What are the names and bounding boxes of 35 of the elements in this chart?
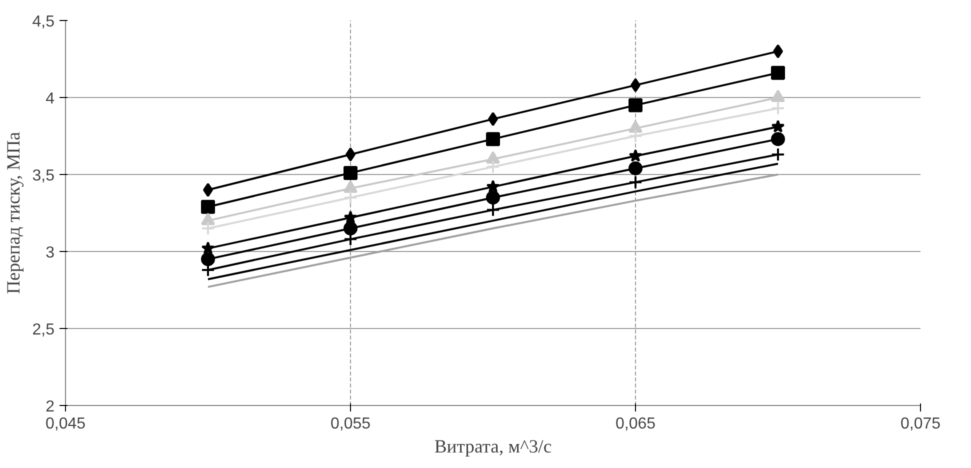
point (344, 221, 358, 236)
point (486, 180, 500, 193)
point (628, 161, 642, 176)
point (201, 200, 215, 214)
point (486, 202, 500, 217)
y-tick-label: 4 (46, 90, 55, 108)
point (771, 101, 785, 116)
point (486, 132, 500, 146)
point (628, 149, 642, 162)
y-tick-label: 3,5 (32, 168, 55, 184)
point (344, 166, 358, 180)
y-tick-label: 2 (46, 398, 55, 416)
point (201, 221, 215, 236)
y-tick-label: 2,5 (32, 322, 55, 338)
point (201, 212, 215, 226)
point (344, 190, 358, 205)
x-tick-label: 0,045 (45, 416, 86, 432)
x-tick-label: 0,065 (615, 416, 656, 432)
point (628, 129, 642, 143)
y-tick-label: 3 (46, 244, 55, 262)
point (628, 98, 642, 112)
y-axis-title: Перепад тиску, МПа (3, 131, 24, 294)
point (201, 252, 215, 266)
point (771, 66, 785, 80)
y-tick-label: 4,5 (32, 14, 55, 30)
point (771, 120, 785, 133)
x-tick-label: 0,075 (900, 416, 941, 432)
point (486, 151, 500, 164)
point (771, 132, 785, 146)
point (486, 160, 500, 174)
x-axis-title: Витрата, м^3/с (434, 436, 552, 458)
x-tick-label: 0,055 (330, 416, 371, 432)
point (628, 175, 642, 190)
point (201, 241, 215, 254)
point (486, 190, 500, 205)
